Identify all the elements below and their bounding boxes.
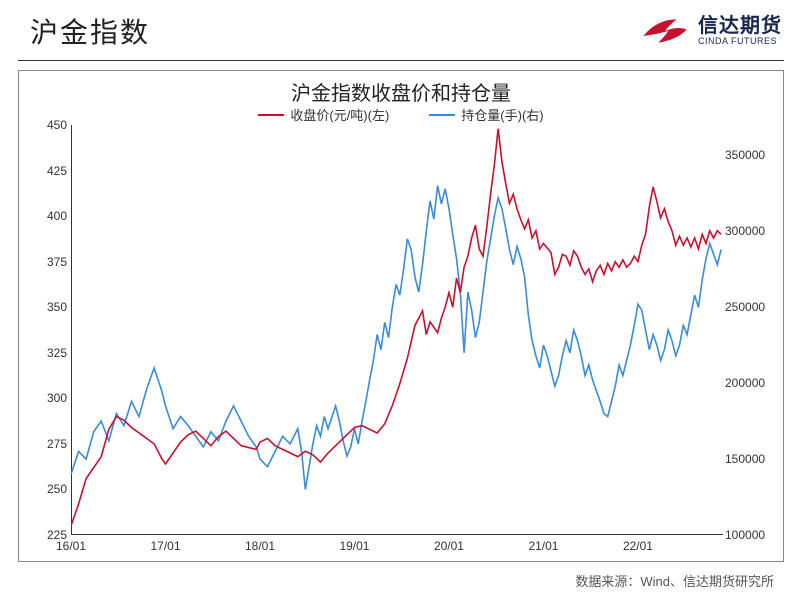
logo: 信达期货 CINDA FUTURES: [640, 11, 782, 51]
legend-item-oi: 持仓量(手)(右): [429, 105, 543, 124]
x-axis: 16/0117/0118/0119/0120/0121/0122/01: [71, 539, 723, 555]
plot-svg: [71, 125, 723, 535]
page-title: 沪金指数: [30, 11, 150, 51]
logo-en: CINDA FUTURES: [698, 37, 782, 47]
y-right-tick: 300000: [725, 224, 765, 238]
header: 沪金指数 信达期货 CINDA FUTURES: [0, 0, 802, 62]
x-tick: 22/01: [623, 539, 653, 553]
logo-cn: 信达期货: [698, 15, 782, 37]
x-tick: 21/01: [528, 539, 558, 553]
y-left-tick: 400: [27, 209, 67, 223]
legend-swatch-close: [258, 114, 284, 116]
chart-title: 沪金指数收盘价和持仓量: [19, 77, 783, 106]
y-right-tick: 200000: [725, 376, 765, 390]
logo-text: 信达期货 CINDA FUTURES: [698, 15, 782, 47]
logo-swoosh-icon: [640, 11, 690, 51]
x-tick: 16/01: [56, 539, 86, 553]
chart-container: 沪金指数收盘价和持仓量 收盘价(元/吨)(左) 持仓量(手)(右) 225250…: [18, 70, 784, 562]
y-left-tick: 350: [27, 300, 67, 314]
x-tick: 19/01: [339, 539, 369, 553]
plot-area: [71, 125, 723, 535]
y-left-tick: 275: [27, 437, 67, 451]
x-tick: 18/01: [245, 539, 275, 553]
y-left-tick: 250: [27, 482, 67, 496]
y-left-tick: 300: [27, 391, 67, 405]
data-source: 数据来源：Wind、信达期货研究所: [575, 571, 774, 590]
y-right-tick: 250000: [725, 300, 765, 314]
y-axis-left: 225250275300325350375400425450: [27, 125, 67, 535]
legend: 收盘价(元/吨)(左) 持仓量(手)(右): [19, 105, 783, 124]
y-left-tick: 450: [27, 118, 67, 132]
y-right-tick: 150000: [725, 452, 765, 466]
legend-item-close: 收盘价(元/吨)(左): [258, 105, 389, 124]
y-right-tick: 100000: [725, 528, 765, 542]
x-tick: 20/01: [434, 539, 464, 553]
y-left-tick: 325: [27, 346, 67, 360]
y-left-tick: 375: [27, 255, 67, 269]
legend-label-close: 收盘价(元/吨)(左): [290, 105, 389, 124]
y-left-tick: 425: [27, 164, 67, 178]
y-right-tick: 350000: [725, 148, 765, 162]
legend-label-oi: 持仓量(手)(右): [461, 105, 543, 124]
x-tick: 17/01: [150, 539, 180, 553]
legend-swatch-oi: [429, 114, 455, 116]
y-axis-right: 100000150000200000250000300000350000: [725, 125, 777, 535]
header-divider: [18, 60, 784, 61]
